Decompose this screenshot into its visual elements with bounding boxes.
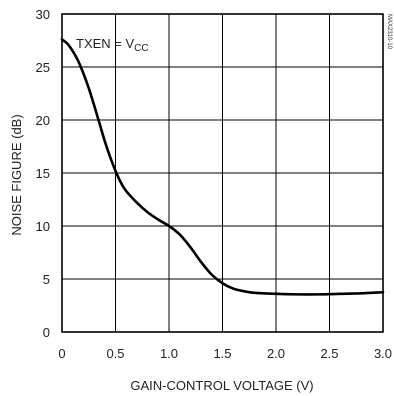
y-tick-label: 15 [36,166,50,181]
series-line [60,38,385,296]
figure-code: MAX2310-10 [386,14,392,50]
x-tick-label: 1.0 [160,346,178,361]
grid-lines [62,14,383,332]
y-tick-label: 5 [43,272,50,287]
y-tick-label: 10 [36,219,50,234]
annotation: TXEN = VCC [76,36,149,54]
x-axis-label: GAIN-CONTROL VOLTAGE (V) [130,378,313,393]
x-tick-label: 1.5 [213,346,231,361]
y-tick-label: 30 [36,7,50,22]
x-tick-label: 2.5 [320,346,338,361]
x-tick-label: 3.0 [374,346,392,361]
x-tick-label: 0 [58,346,65,361]
x-tick-label: 0.5 [106,346,124,361]
y-axis-label: NOISE FIGURE (dB) [9,114,24,235]
y-tick-label: 25 [36,60,50,75]
x-tick-labels: 0 0.5 1.0 1.5 2.0 2.5 3.0 [58,346,392,361]
y-tick-labels: 0 5 10 15 20 25 30 [36,7,50,340]
x-tick-label: 2.0 [267,346,285,361]
y-tick-label: 20 [36,113,50,128]
plot-frame [61,13,384,333]
y-tick-label: 0 [43,325,50,340]
